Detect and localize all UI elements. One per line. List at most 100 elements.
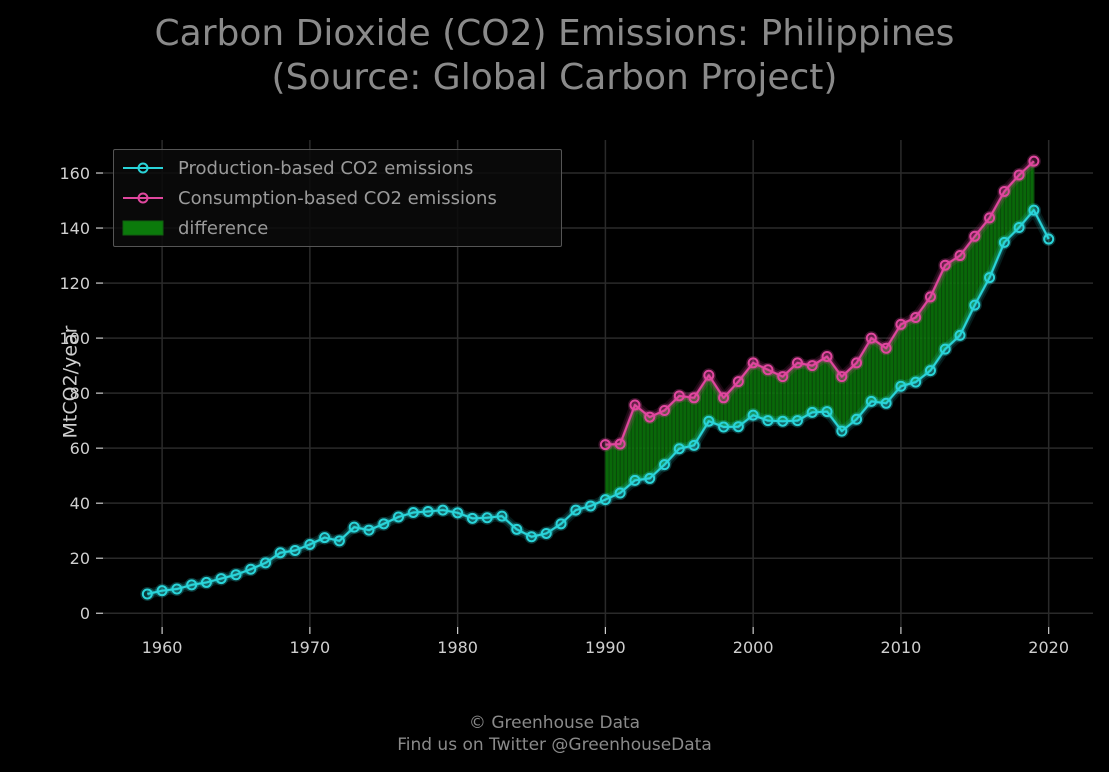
production-point (437, 504, 449, 516)
x-tick-label: 1990 (585, 638, 626, 657)
production-point (540, 527, 552, 539)
production-point (496, 510, 508, 522)
production-point (732, 421, 744, 433)
production-point (880, 397, 892, 409)
consumption-point (954, 250, 966, 262)
production-point (156, 585, 168, 597)
production-point (836, 425, 848, 437)
production-point (585, 500, 597, 512)
consumption-point (984, 212, 996, 224)
y-tick-label: 160 (59, 164, 90, 183)
consumption-point (703, 369, 715, 381)
consumption-point (644, 411, 656, 423)
production-point (363, 524, 375, 536)
production-point (186, 579, 198, 591)
series-layer (140, 154, 1056, 601)
production-point (466, 512, 478, 524)
chart-title: Carbon Dioxide (CO2) Emissions: Philippi… (154, 13, 955, 54)
consumption-point (910, 311, 922, 323)
production-point (274, 547, 286, 559)
production-point (289, 545, 301, 557)
production-point (629, 474, 641, 486)
legend-swatch-consumption (123, 192, 163, 204)
legend-item-consumption: Consumption-based CO2 emissions (122, 184, 497, 212)
x-tick-label: 2010 (881, 638, 922, 657)
legend-swatch-production (123, 162, 163, 174)
x-tick-label: 1970 (290, 638, 331, 657)
consumption-point (924, 291, 936, 303)
production-point (245, 563, 257, 575)
production-point (865, 395, 877, 407)
legend-label-difference: difference (178, 217, 269, 239)
production-point (688, 439, 700, 451)
production-point (304, 538, 316, 550)
credit-line-2: Find us on Twitter @GreenhouseData (397, 735, 712, 755)
production-point (806, 406, 818, 418)
production-point (407, 507, 419, 519)
axes: 1960 1970 1980 1990 2000 2010 2020 0 20 40 60 80 100… (59, 164, 1069, 657)
chart-subtitle: (Source: Global Carbon Project) (271, 57, 838, 98)
production-point (570, 504, 582, 516)
consumption-point (658, 404, 670, 416)
consumption-point (806, 360, 818, 372)
legend-label-production: Production-based CO2 emissions (178, 157, 474, 179)
production-point (1043, 233, 1055, 245)
x-tick-label: 2000 (733, 638, 774, 657)
production-point (658, 459, 670, 471)
consumption-point (969, 230, 981, 242)
y-tick-label: 100 (59, 329, 90, 348)
production-point (673, 443, 685, 455)
production-point (954, 329, 966, 341)
consumption-point (673, 390, 685, 402)
consumption-point (718, 392, 730, 404)
y-tick-label: 20 (70, 549, 90, 568)
production-point (348, 521, 360, 533)
production-point (747, 409, 759, 421)
consumption-point (1013, 169, 1025, 181)
y-axis-label: MtCO2/year (59, 325, 82, 439)
x-tick-label: 1980 (437, 638, 478, 657)
production-point (452, 507, 464, 519)
consumption-point (998, 185, 1010, 197)
production-point (422, 505, 434, 517)
production-point (791, 415, 803, 427)
production-point (851, 413, 863, 425)
difference-fill (604, 161, 1035, 500)
production-point (511, 523, 523, 535)
legend-swatch-difference (122, 220, 164, 236)
consumption-point (865, 332, 877, 344)
production-point (378, 518, 390, 530)
production-point (762, 415, 774, 427)
consumption-point (836, 371, 848, 383)
production-point (599, 494, 611, 506)
production-point (141, 588, 153, 600)
y-tick-label: 80 (70, 384, 90, 403)
production-point (718, 421, 730, 433)
legend-item-production: Production-based CO2 emissions (122, 154, 473, 182)
production-point (777, 415, 789, 427)
y-tick-label: 60 (70, 439, 90, 458)
consumption-point (747, 357, 759, 369)
x-tick-label: 1960 (142, 638, 183, 657)
production-glow (146, 205, 1054, 599)
consumption-point (777, 371, 789, 383)
production-point (230, 569, 242, 581)
production-point (200, 576, 212, 588)
production-point (171, 583, 183, 595)
y-tick-label: 0 (80, 604, 90, 623)
production-point (333, 535, 345, 547)
production-point (998, 236, 1010, 248)
x-tick-label: 2020 (1028, 638, 1069, 657)
consumption-point (791, 357, 803, 369)
grid (103, 140, 1093, 627)
production-line (147, 209, 1050, 595)
production-point (984, 272, 996, 284)
production-point (703, 415, 715, 427)
production-glow (147, 208, 1051, 596)
legend: Production-based CO2 emissions Consumpti… (113, 149, 562, 247)
consumption-point (939, 259, 951, 271)
production-point (526, 531, 538, 543)
consumption-point (629, 399, 641, 411)
consumption-point (599, 439, 611, 451)
